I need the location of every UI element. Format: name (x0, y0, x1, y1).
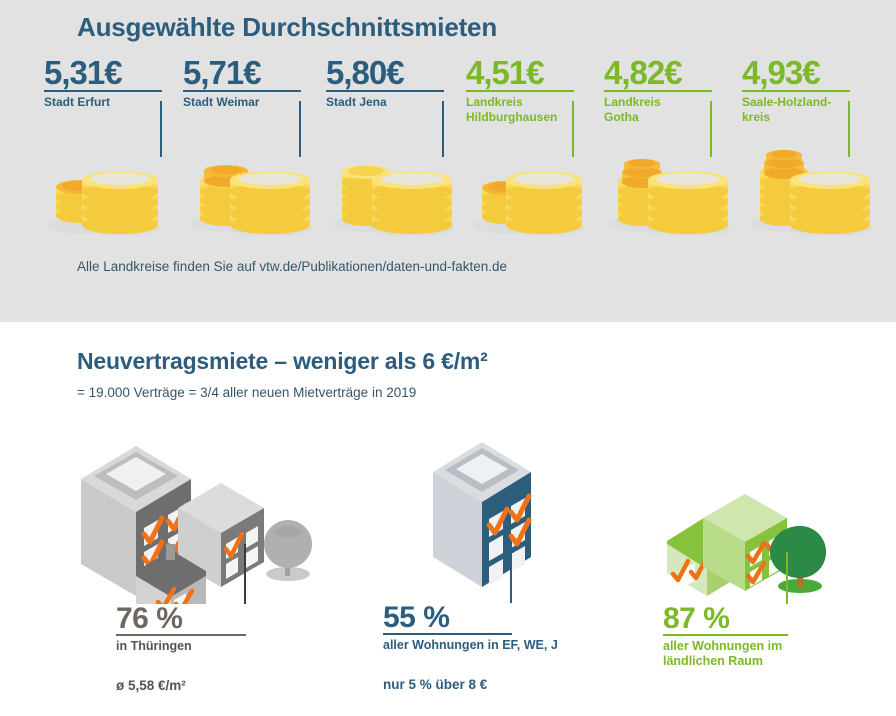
stat-percent: 55 % (383, 601, 450, 634)
section-1-title: Ausgewählte Durchschnittsmieten (77, 12, 497, 42)
price-item-gotha: 4,82€ Landkreis Gotha (604, 54, 714, 157)
stat-leader-line (786, 552, 788, 604)
price-underline (466, 90, 574, 92)
price-underline (604, 90, 712, 92)
price-label: Stadt Jena (326, 95, 387, 109)
price-item-jena: 5,80€ Stadt Jena (326, 54, 446, 157)
price-leader-line (299, 101, 301, 157)
stat-percent: 76 % (116, 602, 183, 635)
price-underline (326, 90, 444, 92)
price-label: Saale-Holzland- kreis (742, 95, 832, 124)
price-value: 5,31€ (44, 54, 123, 91)
section-1-background (0, 0, 896, 322)
stat-label: in Thüringen (116, 639, 192, 653)
coin-stack-small-hildburghausen (466, 160, 591, 236)
price-item-hildburghausen: 4,51€ Landkreis Hildburghausen (466, 54, 576, 157)
section-2-subtitle: = 19.000 Verträge = 3/4 aller neuen Miet… (77, 385, 417, 400)
price-label: Stadt Weimar (183, 95, 260, 109)
stat-laendlicher-raum: 87 % aller Wohnungen im ländlichen Raum (663, 552, 883, 670)
price-value: 4,51€ (466, 54, 545, 91)
stat-note-thueringen: ø 5,58 €/m² (116, 678, 186, 693)
stat-underline (663, 634, 788, 636)
price-item-erfurt: 5,31€ Stadt Erfurt (44, 54, 164, 157)
price-label: Stadt Erfurt (44, 95, 110, 109)
price-value: 5,80€ (326, 54, 405, 91)
coin-stack-small-erfurt (38, 158, 168, 236)
coin-stack-medium-gotha (598, 150, 738, 236)
coin-stack-medium-jena (322, 150, 462, 236)
price-item-weimar: 5,71€ Stadt Weimar (183, 54, 303, 157)
stat-thueringen: 76 % in Thüringen (116, 544, 316, 654)
price-item-saale-holzland: 4,93€ Saale-Holzland- kreis (742, 54, 852, 157)
stat-leader-line (510, 541, 512, 603)
coin-stack-tall-saale-holzland (738, 144, 883, 236)
price-value: 4,93€ (742, 54, 821, 91)
price-leader-line (572, 101, 574, 157)
price-underline (183, 90, 301, 92)
stat-underline (383, 633, 512, 635)
price-leader-line (442, 101, 444, 157)
stat-note-ef-we-j: nur 5 % über 8 € (383, 677, 488, 692)
blue-tower-icon (425, 432, 555, 597)
stat-label: aller Wohnungen im ländlichen Raum (663, 639, 783, 669)
price-value: 4,82€ (604, 54, 683, 91)
stat-underline (116, 634, 246, 636)
green-houses-tree-icon (655, 486, 840, 601)
price-value: 5,71€ (183, 54, 262, 91)
stat-ef-we-j: 55 % aller Wohnungen in EF, WE, J (383, 541, 613, 653)
coin-stack-medium-weimar (180, 150, 320, 236)
section-1-footnote: Alle Landkreise finden Sie auf vtw.de/Pu… (77, 259, 508, 274)
price-leader-line (848, 101, 850, 157)
grey-buildings-icon (66, 424, 316, 604)
stat-label: aller Wohnungen in EF, WE, J (383, 638, 558, 652)
stat-leader-line (244, 544, 246, 604)
price-leader-line (710, 101, 712, 157)
section-2-title: Neuvertragsmiete – weniger als 6 €/m² (77, 348, 488, 374)
price-underline (742, 90, 850, 92)
stat-percent: 87 % (663, 602, 730, 635)
price-label: Landkreis Hildburghausen (466, 95, 558, 124)
price-label: Landkreis Gotha (604, 95, 661, 124)
price-underline (44, 90, 162, 92)
price-leader-line (160, 101, 162, 157)
